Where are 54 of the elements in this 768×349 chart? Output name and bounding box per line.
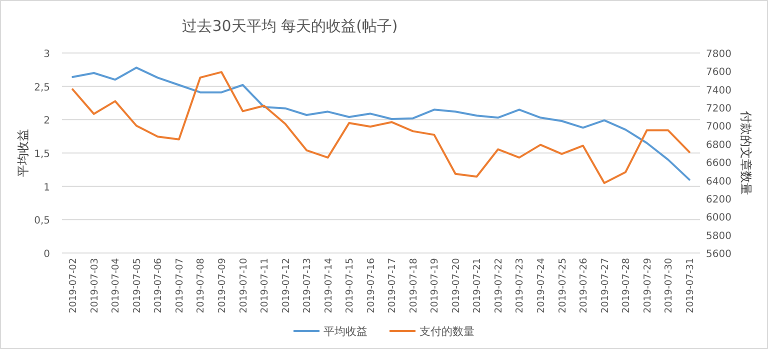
y2-tick-label: 6400 <box>706 176 732 188</box>
legend-label: 平均收益 <box>324 325 368 338</box>
y-tick-label: 0 <box>44 249 50 260</box>
y-tick-label: 0,5 <box>34 216 50 227</box>
x-tick-label: 2019-07-22 <box>493 258 504 314</box>
x-tick-label: 2019-07-04 <box>110 258 122 314</box>
y2-tick-label: 7000 <box>706 122 732 133</box>
x-tick-label: 2019-07-27 <box>600 258 611 314</box>
x-tick-label: 2019-07-13 <box>302 258 314 314</box>
y2-tick-label: 7800 <box>706 49 732 60</box>
x-tick-label: 2019-07-21 <box>472 258 484 314</box>
y-tick-label: 3 <box>44 49 50 60</box>
y2-tick-label: 5800 <box>706 230 732 242</box>
x-tick-label: 2019-07-10 <box>238 258 250 314</box>
x-tick-label: 2019-07-17 <box>387 258 398 314</box>
y2-tick-label: 5600 <box>706 249 732 260</box>
x-tick-label: 2019-07-19 <box>430 258 441 314</box>
y2-axis-title: 付款的文章数量 <box>739 110 753 195</box>
x-tick-label: 2019-07-29 <box>642 258 654 314</box>
x-tick-label: 2019-07-09 <box>217 258 228 314</box>
x-tick-label: 2019-07-23 <box>514 258 526 314</box>
x-tick-label: 2019-07-25 <box>557 258 568 314</box>
x-tick-label: 2019-07-30 <box>664 258 675 314</box>
y2-tick-label: 7600 <box>706 67 732 78</box>
x-tick-label: 2019-07-07 <box>174 258 186 314</box>
x-tick-label: 2019-07-31 <box>684 258 696 314</box>
y2-tick-label: 6600 <box>706 158 732 170</box>
x-tick-label: 2019-07-02 <box>68 258 80 314</box>
x-tick-label: 2019-07-26 <box>578 258 590 314</box>
y-tick-label: 2,5 <box>34 82 50 94</box>
y-tick-label: 2 <box>44 116 50 127</box>
x-tick-label: 2019-07-08 <box>196 258 207 314</box>
x-tick-label: 2019-07-06 <box>153 258 164 314</box>
y2-tick-label: 7200 <box>706 104 732 115</box>
y2-tick-label: 7400 <box>706 85 732 96</box>
y-tick-label: 1,5 <box>34 149 50 160</box>
x-tick-label: 2019-07-11 <box>260 258 271 314</box>
x-tick-label: 2019-07-28 <box>621 258 632 314</box>
y-tick-label: 1 <box>44 182 50 194</box>
y2-tick-label: 6200 <box>706 194 732 206</box>
chart-title: 过去30天平均 每天的收益(帖子) <box>182 17 398 35</box>
x-tick-label: 2019-07-14 <box>323 258 334 314</box>
y-axis-title: 平均收益 <box>16 129 30 177</box>
legend-label: 支付的数量 <box>420 325 474 338</box>
y2-tick-label: 6800 <box>706 140 732 151</box>
x-tick-label: 2019-07-18 <box>408 258 420 314</box>
x-tick-label: 2019-07-24 <box>536 258 547 314</box>
x-tick-label: 2019-07-12 <box>280 258 292 314</box>
y2-tick-label: 6000 <box>706 212 732 224</box>
x-tick-label: 2019-07-03 <box>89 258 100 314</box>
x-tick-label: 2019-07-20 <box>450 258 462 314</box>
x-tick-label: 2019-07-16 <box>366 258 377 314</box>
x-tick-label: 2019-07-05 <box>132 258 143 314</box>
x-tick-label: 2019-07-15 <box>344 258 356 314</box>
